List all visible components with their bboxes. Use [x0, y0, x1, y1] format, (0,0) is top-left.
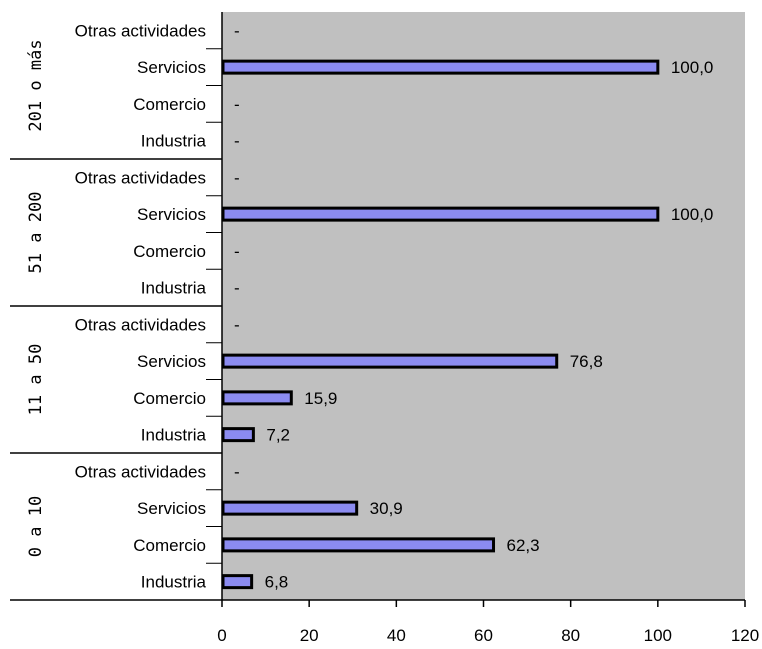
data-label: -: [234, 168, 240, 187]
data-label: 76,8: [570, 352, 603, 371]
group-label: 0 a 10: [26, 496, 46, 557]
category-label: Comercio: [133, 536, 206, 555]
data-label: -: [234, 315, 240, 334]
data-label: 100,0: [671, 58, 714, 77]
data-label: 6,8: [265, 573, 289, 592]
data-label: 7,2: [266, 426, 290, 445]
category-label: Industria: [141, 279, 207, 298]
data-label: 62,3: [507, 536, 540, 555]
data-label: -: [234, 132, 240, 151]
bar: [221, 537, 496, 553]
data-label: 15,9: [304, 389, 337, 408]
bar: [221, 500, 359, 516]
x-tick-label: 40: [387, 626, 406, 645]
bar: [221, 427, 255, 443]
group-labels-layer: 201 o más 51 a 200 11 a 50 0 a 10: [26, 39, 46, 557]
category-label: Comercio: [133, 389, 206, 408]
group-label: 201 o más: [26, 39, 46, 131]
bar: [221, 206, 660, 222]
x-tick-label: 60: [474, 626, 493, 645]
data-label: -: [234, 242, 240, 261]
category-label: Otras actividades: [75, 462, 206, 481]
value-labels-layer: - 100,0 - - - 100,0 - - - 76,8 15,9 7,2 - 30,9 62,3 6,8: [234, 21, 713, 591]
category-label: Industria: [141, 132, 207, 151]
category-label: Servicios: [137, 499, 206, 518]
data-label: -: [234, 462, 240, 481]
x-tick-label: 80: [561, 626, 580, 645]
bar: [221, 353, 559, 369]
category-label: Industria: [141, 426, 207, 445]
data-label: -: [234, 95, 240, 114]
group-dividers-layer: [10, 48, 222, 564]
bar: [221, 59, 660, 75]
group-label: 51 a 200: [26, 192, 46, 274]
category-label: Servicios: [137, 352, 206, 371]
x-tick-label: 120: [731, 626, 759, 645]
category-label: Comercio: [133, 95, 206, 114]
category-label: Servicios: [137, 58, 206, 77]
category-label: Industria: [141, 573, 207, 592]
category-label: Comercio: [133, 242, 206, 261]
x-tick-label: 20: [300, 626, 319, 645]
category-label: Otras actividades: [75, 21, 206, 40]
category-label: Otras actividades: [75, 168, 206, 187]
category-label: Otras actividades: [75, 315, 206, 334]
bar: [221, 574, 254, 590]
data-label: 30,9: [370, 499, 403, 518]
data-label: -: [234, 279, 240, 298]
data-label: -: [234, 21, 240, 40]
group-label: 11 a 50: [26, 344, 46, 416]
data-label: 100,0: [671, 205, 714, 224]
x-axis-ticks-layer: 0 20 40 60 80 100 120: [217, 600, 759, 645]
bar: [221, 390, 293, 406]
x-tick-label: 100: [644, 626, 672, 645]
x-tick-label: 0: [217, 626, 226, 645]
bars-layer: [221, 59, 660, 590]
category-labels-layer: Otras actividades Servicios Comercio Indust…: [75, 21, 207, 591]
category-label: Servicios: [137, 205, 206, 224]
